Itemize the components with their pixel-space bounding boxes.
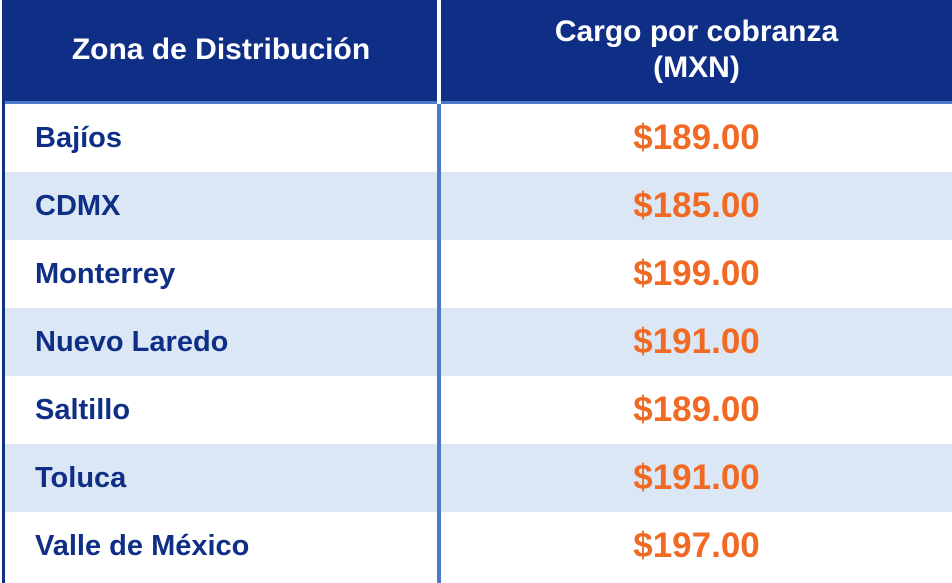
zone-cell: Saltillo: [35, 394, 131, 426]
column-divider: [437, 0, 441, 583]
zone-cell: CDMX: [35, 190, 121, 222]
table-row: Saltillo $189.00: [5, 376, 952, 444]
amount-cell: $197.00: [633, 526, 760, 565]
zone-cell: Monterrey: [35, 258, 176, 290]
amount-cell: $191.00: [633, 322, 760, 361]
header-divider: [437, 0, 441, 104]
charge-header-line2: (MXN): [653, 51, 740, 84]
zone-cell: Valle de México: [35, 530, 250, 562]
zone-column-header: Zona de Distribución: [71, 33, 371, 66]
amount-cell: $189.00: [633, 118, 760, 157]
table-header: Zona de Distribución Cargo por cobranza …: [5, 0, 952, 104]
table-row: Bajíos $189.00: [5, 104, 952, 172]
amount-cell: $191.00: [633, 458, 760, 497]
table-row: CDMX $185.00: [5, 172, 952, 240]
charge-header-line1: Cargo por cobranza: [554, 15, 839, 48]
table-row: Nuevo Laredo $191.00: [5, 308, 952, 376]
zone-cell: Toluca: [35, 462, 127, 494]
table-row: Valle de México $197.00: [5, 512, 952, 580]
zone-cell: Nuevo Laredo: [35, 326, 229, 358]
amount-cell: $199.00: [633, 254, 760, 293]
amount-cell: $189.00: [633, 390, 760, 429]
charge-column-header: Cargo por cobranza (MXN): [441, 0, 952, 100]
table-body: Bajíos $189.00 CDMX $185.00 Monterrey $1…: [5, 104, 952, 580]
table-row: Monterrey $199.00: [5, 240, 952, 308]
table-row: Toluca $191.00: [5, 444, 952, 512]
zone-cell: Bajíos: [35, 122, 123, 154]
amount-cell: $185.00: [633, 186, 760, 225]
